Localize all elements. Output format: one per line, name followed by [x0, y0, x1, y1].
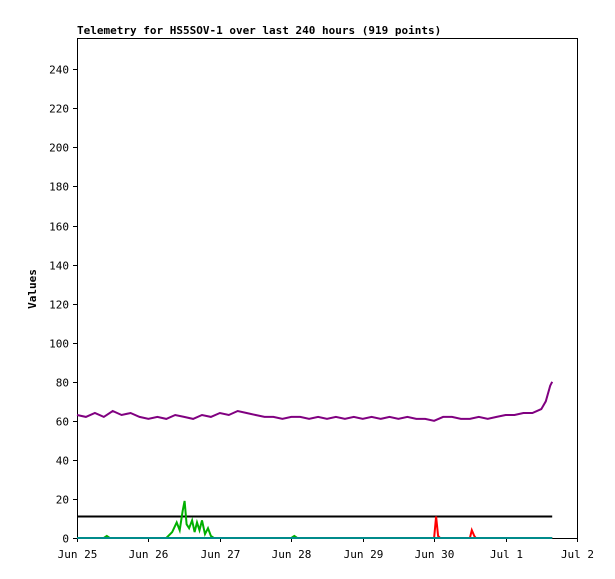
x-tick-label: Jul 1	[490, 548, 523, 561]
x-tick-label: Jun 29	[344, 548, 384, 561]
series-line-2	[77, 500, 553, 539]
y-tick-label: 80	[56, 377, 69, 390]
series-line-3	[77, 516, 553, 539]
x-tick-label: Jun 30	[415, 548, 455, 561]
y-tick-label: 200	[49, 142, 69, 155]
y-tick-label: 220	[49, 103, 69, 116]
x-tick-label: Jun 25	[58, 548, 98, 561]
y-tick-label: 100	[49, 338, 69, 351]
chart-title: Telemetry for HS5SOV-1 over last 240 hou…	[77, 24, 441, 37]
x-tick-label: Jun 27	[201, 548, 241, 561]
y-tick-label: 60	[56, 416, 69, 429]
y-tick-label: 240	[49, 64, 69, 77]
y-axis-label: Values	[26, 269, 39, 309]
plot-area	[77, 38, 578, 539]
y-tick-label: 40	[56, 455, 69, 468]
y-axis: 0 20 40 60 80 100 120 140 160 180 200 220 240	[49, 64, 77, 546]
x-tick-label: Jun 26	[129, 548, 169, 561]
y-tick-label: 140	[49, 260, 69, 273]
y-tick-label: 0	[62, 533, 69, 546]
x-tick-label: Jun 28	[272, 548, 312, 561]
x-axis: Jun 25 Jun 26 Jun 27 Jun 28 Jun 29 Jun 30 Jul …	[58, 538, 594, 561]
y-tick-label: 180	[49, 181, 69, 194]
y-tick-label: 20	[56, 494, 69, 507]
y-tick-label: 160	[49, 221, 69, 234]
series-line-0	[76, 381, 554, 422]
y-tick-label: 120	[49, 299, 69, 312]
series-layer	[76, 381, 554, 539]
x-tick-label: Jul 2	[561, 548, 594, 561]
